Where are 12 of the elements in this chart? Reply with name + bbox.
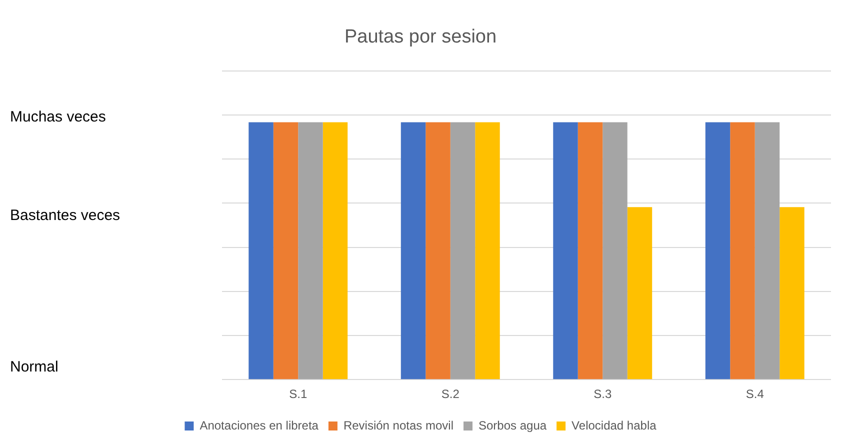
x-tick-label: S.3 [594,387,612,402]
x-tick-label: S.2 [441,387,460,402]
legend-label: Velocidad habla [572,418,657,432]
legend-label: Revisión notas movil [343,418,454,432]
legend-label: Anotaciones en libreta [200,418,319,432]
text: Normal [10,358,58,376]
legend-label: Sorbos agua [478,418,547,432]
text: Bastantes veces [10,207,120,224]
x-tick-label: S.1 [289,387,308,402]
chart-title: Pautas por sesion [344,26,497,48]
x-tick-label: S.4 [746,387,764,402]
text: Muchas veces [10,108,106,126]
